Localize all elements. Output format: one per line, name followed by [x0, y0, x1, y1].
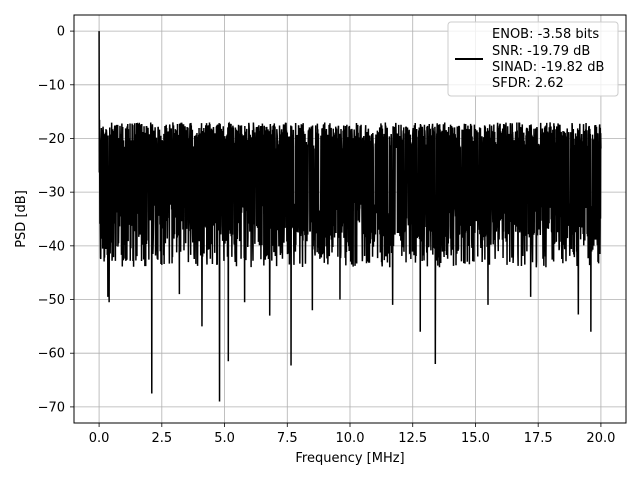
- x-tick-label: 7.5: [277, 431, 298, 446]
- series-psd: [98, 31, 602, 402]
- x-tick-label: 12.5: [398, 431, 427, 446]
- y-tick-label: −40: [38, 239, 65, 254]
- y-tick-label: 0: [57, 25, 65, 40]
- y-tick-label: −30: [38, 186, 65, 201]
- legend-line-enob: ENOB: -3.58 bits: [492, 27, 599, 42]
- legend-line-sinad: SINAD: -19.82 dB: [492, 60, 604, 75]
- y-tick-label: −20: [38, 132, 65, 147]
- x-axis-label: Frequency [MHz]: [295, 451, 404, 466]
- psd-line: [98, 31, 602, 402]
- y-tick-label: −50: [38, 293, 65, 308]
- y-axis-label: PSD [dB]: [14, 190, 29, 248]
- x-tick-label: 0.0: [89, 431, 110, 446]
- y-axis: 0 −10 −20 −30 −40 −50 −60 −70: [38, 25, 74, 415]
- legend-line-snr: SNR: -19.79 dB: [492, 44, 590, 59]
- x-tick-label: 20.0: [586, 431, 615, 446]
- x-tick-label: 5.0: [214, 431, 235, 446]
- legend-box: [447, 21, 619, 97]
- x-tick-label: 10.0: [336, 431, 365, 446]
- y-tick-label: −60: [38, 347, 65, 362]
- legend-line-sfdr: SFDR: 2.62: [492, 76, 564, 91]
- x-axis: 0.0 2.5 5.0 7.5 10.0 12.5 15.0 17.5 20.0: [89, 423, 615, 446]
- x-tick-label: 17.5: [524, 431, 553, 446]
- x-tick-label: 15.0: [461, 431, 490, 446]
- y-tick-label: −10: [38, 78, 65, 93]
- x-tick-label: 2.5: [151, 431, 172, 446]
- y-tick-label: −70: [38, 400, 65, 415]
- legend: ENOB: -3.58 bits SNR: -19.79 dB SINAD: -…: [447, 21, 619, 97]
